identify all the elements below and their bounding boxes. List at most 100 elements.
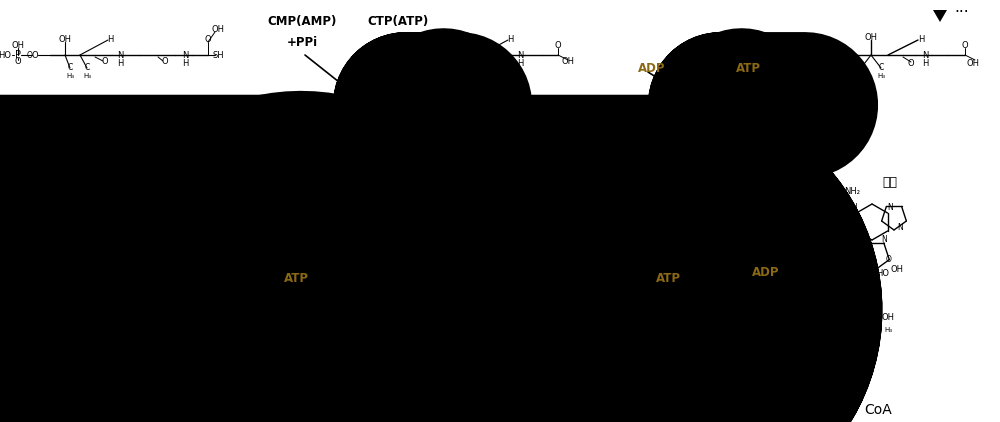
Text: O: O [415,59,421,68]
Text: H: H [922,60,928,68]
Text: H₃: H₃ [483,73,491,79]
Text: C: C [67,284,73,292]
Text: N: N [517,51,523,60]
Text: H₃: H₃ [877,73,885,79]
Text: O: O [27,51,33,60]
Text: N: N [117,271,123,279]
Text: H: H [182,60,188,68]
Text: HO: HO [398,51,412,60]
Text: O=P-O: O=P-O [505,293,535,303]
Text: H: H [117,279,123,289]
Text: O: O [15,57,21,67]
Text: O: O [502,57,508,67]
Text: CMP(AMP): CMP(AMP) [267,16,337,29]
Text: +Cys: +Cys [381,35,415,49]
Text: H: H [918,35,924,44]
Text: OH: OH [58,255,72,265]
Text: OH: OH [556,314,570,322]
Text: O: O [27,271,33,279]
Text: dfp: dfp [40,216,60,228]
Text: H: H [182,279,188,289]
Text: N: N [526,203,532,213]
Text: P: P [15,270,21,280]
Text: N: N [182,51,188,60]
Polygon shape [933,10,947,22]
Text: H: H [507,35,513,44]
Text: H: H [107,35,113,44]
Text: C: C [878,63,884,73]
Text: O: O [15,278,21,287]
Text: H₃: H₃ [857,73,865,79]
Text: 泛酸: 泛酸 [883,176,898,189]
Text: OH: OH [832,311,844,319]
Text: OH: OH [832,295,844,305]
Text: 4'-磷酸泛酰硕基乙胺: 4'-磷酸泛酰硕基乙胺 [92,403,168,417]
Text: C: C [84,63,90,73]
Text: N: N [182,271,188,279]
Text: H₃: H₃ [559,327,567,333]
Text: 去磷酸CoA: 去磷酸CoA [524,403,572,417]
Text: O: O [908,60,914,68]
Text: O: O [162,278,168,287]
Text: O=P-O: O=P-O [505,278,535,287]
Text: ATP: ATP [736,62,761,75]
Text: H₃: H₃ [466,73,474,79]
Text: H₃: H₃ [83,73,91,79]
Text: O: O [162,57,168,67]
Text: H₃: H₃ [866,327,874,333]
Text: OH: OH [412,41,424,49]
Text: O=P-O: O=P-O [830,300,860,309]
Text: O: O [962,41,968,51]
Text: OH: OH [846,249,860,257]
Text: OH: OH [562,57,574,67]
Text: N: N [881,235,887,244]
Text: O: O [886,255,892,265]
Text: +PPi: +PPi [286,35,318,49]
Text: N: N [897,222,903,232]
Text: HO: HO [0,51,12,60]
Text: 4'-磷酸泛酸-L-半胱氨酸: 4'-磷酸泛酸-L-半胱氨酸 [94,176,186,189]
Text: CoA: CoA [864,403,892,417]
Text: C: C [484,63,490,73]
Text: HO-P=O: HO-P=O [820,268,856,276]
Text: 4'-磷酸泛酸: 4'-磷酸泛酸 [497,176,543,189]
Text: H₃: H₃ [541,327,549,333]
Text: O: O [32,271,38,279]
Text: C: C [542,314,548,322]
Text: OH: OH [12,41,24,49]
Text: N: N [572,222,578,232]
Text: OH: OH [966,60,980,68]
Text: H₃: H₃ [66,73,74,79]
Text: P: P [15,50,21,60]
Text: coaA/panK: coaA/panK [667,133,733,146]
Text: OH: OH [864,33,878,43]
Text: NH₂: NH₂ [519,187,535,197]
Text: P: P [415,50,421,60]
Text: OH: OH [507,306,520,314]
Text: C: C [467,63,473,73]
Text: coaE: coaE [703,346,733,359]
Text: NH₂: NH₂ [844,187,860,197]
Text: ADP: ADP [752,265,780,279]
Text: C: C [858,63,864,73]
Text: H₃: H₃ [83,293,91,299]
Text: OH: OH [458,35,472,44]
Text: N: N [887,203,893,213]
Text: O: O [102,57,108,67]
Text: O: O [427,51,433,60]
Text: H: H [117,60,123,68]
Text: OH: OH [212,25,224,35]
Text: O: O [32,51,38,60]
Text: OH: OH [522,249,534,257]
Text: N: N [556,235,562,244]
Text: H₃: H₃ [66,293,74,299]
Text: O: O [555,41,561,49]
Text: HO: HO [0,271,12,279]
Text: O: O [561,255,567,265]
Text: |: | [837,279,839,286]
Text: ···: ··· [955,5,969,19]
Text: C: C [84,284,90,292]
Text: H: H [107,255,113,265]
Text: HO: HO [824,51,838,60]
Text: OH: OH [12,260,24,270]
